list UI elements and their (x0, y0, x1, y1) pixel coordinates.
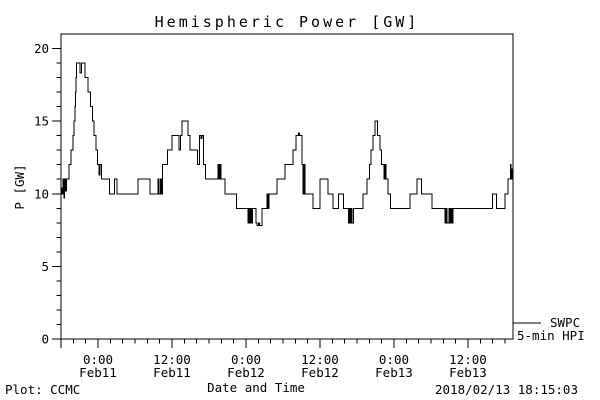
y-tick-label: 10 (34, 186, 49, 201)
x-tick-date-label: Feb11 (79, 365, 117, 380)
x-tick-date-label: Feb12 (227, 365, 265, 380)
footer-plot-source: Plot: CCMC (5, 382, 80, 397)
x-tick-time-label: 12:00 (153, 352, 191, 367)
x-axis-label: Date and Time (207, 380, 305, 395)
footer-timestamp: 2018/02/13 18:15:03 (435, 382, 578, 397)
x-tick-time-label: 0:00 (83, 352, 113, 367)
chart-title: Hemispheric Power [GW] (155, 13, 420, 31)
x-tick-time-label: 12:00 (301, 352, 339, 367)
legend-label-line2: 5-min HPI (517, 328, 585, 343)
x-tick-time-label: 0:00 (379, 352, 409, 367)
x-tick-date-label: Feb13 (375, 365, 413, 380)
y-tick-label: 20 (34, 41, 49, 56)
legend-label-line1: SWPC (550, 315, 580, 330)
data-series-line (61, 62, 513, 227)
y-tick-label: 0 (41, 332, 49, 347)
y-tick-label: 15 (34, 114, 49, 129)
x-tick-date-label: Feb11 (153, 365, 191, 380)
plot-area: 051015200:00Feb1112:00Feb110:00Feb1212:0… (34, 33, 514, 380)
x-tick-date-label: Feb12 (301, 365, 339, 380)
x-tick-time-label: 0:00 (231, 352, 261, 367)
plot-frame (60, 33, 514, 340)
y-axis-label: P [GW] (12, 164, 27, 209)
x-tick-time-label: 12:00 (449, 352, 487, 367)
y-tick-label: 5 (41, 259, 49, 274)
x-tick-date-label: Feb13 (449, 365, 487, 380)
